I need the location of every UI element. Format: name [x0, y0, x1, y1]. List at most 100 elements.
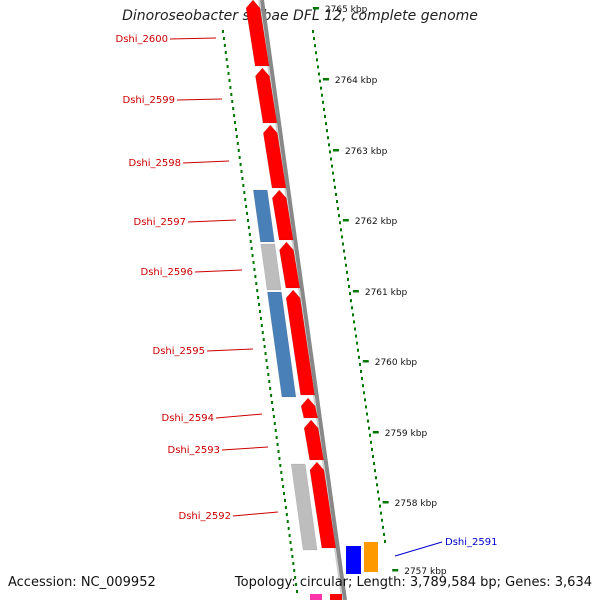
tick-dot	[234, 121, 237, 124]
scale-label: 2762 kbp	[355, 217, 398, 227]
tick-dot	[240, 170, 243, 173]
tick-dot	[380, 511, 382, 515]
cds-feature	[330, 594, 342, 600]
tick-dot	[328, 143, 330, 147]
tick-dot	[276, 443, 279, 446]
tick-dot	[292, 562, 295, 565]
tick-dot	[288, 534, 291, 537]
tick-dot	[313, 37, 315, 41]
tick-dot	[357, 348, 359, 352]
gene-label: Dshi_2595	[153, 346, 205, 357]
tick-dot	[246, 212, 249, 215]
tick-dot	[341, 235, 343, 239]
tick-dot	[253, 268, 256, 271]
tick-dot	[280, 471, 283, 474]
scale-tick	[372, 431, 379, 434]
accession-text: Accession: NC_009952	[8, 575, 156, 590]
scale-label: 2763 kbp	[345, 147, 388, 157]
tick-dot	[273, 422, 276, 425]
gene-leader-line	[394, 541, 443, 557]
tick-dot	[315, 51, 317, 55]
gene-leader-line	[176, 98, 223, 101]
tick-dot	[312, 30, 314, 33]
scale-tick	[342, 219, 349, 222]
cds-feature	[300, 397, 319, 419]
scale-tick	[322, 78, 329, 81]
tick-dot	[358, 355, 360, 359]
tick-dot	[222, 37, 225, 40]
scale-tick	[362, 360, 369, 363]
tick-dot	[270, 394, 273, 397]
topology-text: Topology: circular; Length: 3,789,584 bp…	[234, 575, 592, 590]
tick-dot	[361, 377, 363, 381]
tick-dot	[275, 436, 278, 439]
tick-dot	[383, 532, 385, 536]
tick-dot	[326, 129, 328, 133]
tick-dot	[291, 555, 294, 558]
gene-feature-gray	[260, 243, 282, 291]
tick-dot	[346, 270, 348, 274]
tick-dot	[261, 331, 264, 334]
tick-dot	[279, 464, 282, 467]
tick-dot	[323, 107, 325, 111]
tick-dot	[236, 142, 239, 145]
tick-dot	[370, 440, 372, 444]
tick-dot	[264, 352, 267, 355]
tick-dot	[338, 214, 340, 218]
tick-dot	[347, 277, 349, 281]
tick-dot	[384, 540, 386, 543]
tick-dot	[272, 415, 275, 418]
tick-dot	[260, 324, 263, 327]
tick-dot	[286, 520, 289, 523]
gene-label: Dshi_2594	[162, 413, 214, 424]
tick-dot	[257, 296, 260, 299]
gene-feature-pink	[310, 594, 322, 600]
tick-dot	[254, 275, 257, 278]
tick-dot	[372, 455, 374, 458]
gene-feature-gray	[290, 463, 318, 551]
gene-label: Dshi_2599	[123, 95, 175, 106]
tick-dot	[363, 391, 365, 395]
tick-dot	[271, 408, 274, 411]
tick-dot	[334, 185, 336, 189]
tick-dot	[379, 504, 381, 508]
tick-dot	[293, 569, 296, 572]
tick-dot	[248, 233, 251, 236]
tick-dot	[376, 483, 378, 487]
tick-dot	[289, 541, 292, 544]
cds-feature	[279, 241, 301, 289]
tick-dot	[245, 205, 248, 208]
tick-dot	[256, 289, 259, 292]
tick-dot	[243, 191, 246, 194]
tick-dot	[232, 107, 235, 110]
tick-dot	[319, 79, 321, 83]
tick-dot	[246, 219, 249, 222]
tick-dot	[332, 171, 334, 175]
gene-leader-line	[215, 413, 263, 419]
tick-dot	[339, 221, 341, 225]
gene-leader-line	[182, 160, 230, 164]
tick-dot	[237, 149, 240, 152]
tick-dot	[345, 263, 347, 267]
tick-dot	[340, 228, 342, 232]
tick-dot	[222, 30, 224, 33]
tick-dot	[373, 462, 375, 466]
tick-dot	[366, 412, 368, 416]
tick-dot	[238, 156, 241, 159]
scale-label: 2765 kbp	[325, 5, 368, 15]
gene-leader-line	[187, 219, 237, 223]
tick-dot	[225, 58, 228, 61]
gene-label: Dshi_2598	[129, 158, 181, 169]
tick-dot	[250, 247, 253, 250]
tick-dot	[227, 72, 230, 75]
tick-dot	[364, 398, 366, 402]
scale-tick	[392, 569, 399, 572]
tick-dot	[255, 282, 258, 285]
tick-dot	[265, 359, 268, 362]
scale-tick	[312, 7, 319, 10]
tick-dot	[336, 200, 338, 203]
cds-feature	[263, 124, 287, 189]
tick-dot	[287, 527, 290, 530]
tick-dot	[335, 192, 337, 196]
tick-dot	[282, 485, 285, 488]
